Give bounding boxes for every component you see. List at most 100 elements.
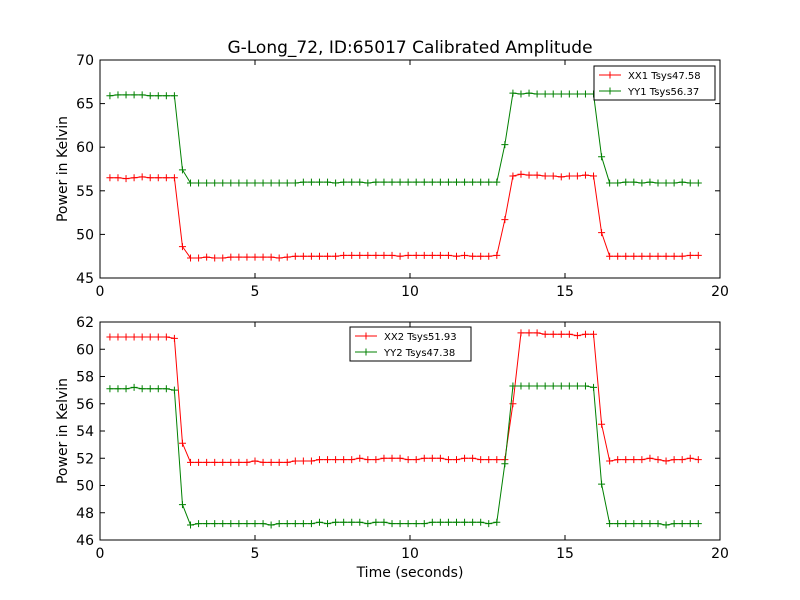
data-point xyxy=(235,458,243,466)
data-point xyxy=(187,521,195,529)
data-point xyxy=(420,520,428,528)
data-point xyxy=(670,456,678,464)
data-point xyxy=(211,254,219,262)
data-point xyxy=(251,457,259,465)
data-point xyxy=(259,520,267,528)
data-point xyxy=(646,252,654,260)
data-point xyxy=(573,90,581,98)
data-point xyxy=(203,253,211,261)
data-point xyxy=(122,385,130,393)
legend-box xyxy=(593,65,716,101)
data-point xyxy=(694,179,702,187)
data-point xyxy=(598,153,606,161)
y-tick-label: 62 xyxy=(76,315,94,331)
data-point xyxy=(267,458,275,466)
data-point xyxy=(517,170,525,178)
data-point xyxy=(243,253,251,261)
data-point xyxy=(686,454,694,462)
data-point xyxy=(299,457,307,465)
data-point xyxy=(509,172,517,180)
series-yy2 xyxy=(106,382,702,529)
data-point xyxy=(114,333,122,341)
data-point xyxy=(227,458,235,466)
data-point xyxy=(380,454,388,462)
data-point xyxy=(332,518,340,526)
data-point xyxy=(356,251,364,259)
data-point xyxy=(549,172,557,180)
data-point xyxy=(348,251,356,259)
x-tick-label: 0 xyxy=(96,284,105,300)
data-point xyxy=(388,454,396,462)
data-point xyxy=(348,178,356,186)
data-point xyxy=(662,179,670,187)
data-point xyxy=(453,518,460,526)
data-point xyxy=(501,216,509,224)
data-point xyxy=(509,382,517,390)
data-point xyxy=(493,251,501,259)
y-tick-label: 46 xyxy=(76,533,94,549)
series-xx1 xyxy=(106,170,702,262)
data-point xyxy=(533,382,541,390)
data-point xyxy=(638,456,646,464)
data-point xyxy=(686,251,694,259)
data-point xyxy=(348,456,356,464)
x-tick-label: 20 xyxy=(711,546,729,562)
data-point xyxy=(420,178,428,186)
data-point xyxy=(525,329,533,337)
data-point xyxy=(420,454,428,462)
data-point xyxy=(315,456,323,464)
data-point xyxy=(485,456,493,464)
data-point xyxy=(638,179,646,187)
data-point xyxy=(291,252,299,260)
data-point xyxy=(388,520,396,528)
data-point xyxy=(533,90,541,98)
data-point xyxy=(396,454,404,462)
legend: XX1 Tsys47.58 YY1 Tsys56.37 xyxy=(593,65,716,101)
data-point xyxy=(388,251,396,259)
data-point xyxy=(646,520,654,528)
data-point xyxy=(324,456,332,464)
data-point xyxy=(283,179,291,187)
data-point xyxy=(461,251,469,259)
data-point xyxy=(187,458,195,466)
data-point xyxy=(219,254,227,262)
data-point xyxy=(251,520,259,528)
data-point xyxy=(324,520,332,528)
data-point xyxy=(114,174,122,182)
data-point xyxy=(364,251,372,259)
data-point xyxy=(380,251,388,259)
data-point xyxy=(251,253,259,261)
data-point xyxy=(324,252,332,260)
chart-title: G-Long_72, ID:65017 Calibrated Amplitude xyxy=(227,38,592,58)
data-point xyxy=(372,251,380,259)
data-point xyxy=(493,178,501,186)
data-point xyxy=(436,518,444,526)
data-point xyxy=(461,518,469,526)
data-point xyxy=(404,456,412,464)
data-point xyxy=(630,520,638,528)
data-point xyxy=(501,141,509,149)
data-point xyxy=(364,520,372,528)
data-point xyxy=(299,252,307,260)
data-point xyxy=(372,456,380,464)
data-point xyxy=(509,89,517,97)
data-point xyxy=(630,178,638,186)
data-point xyxy=(581,171,589,179)
x-tick-label: 10 xyxy=(401,284,419,300)
data-point xyxy=(283,458,291,466)
data-point xyxy=(654,179,662,187)
data-point xyxy=(541,382,549,390)
data-point xyxy=(525,171,533,179)
data-point xyxy=(622,178,630,186)
data-point xyxy=(533,171,541,179)
data-point xyxy=(235,179,243,187)
data-point xyxy=(299,520,307,528)
data-point xyxy=(235,253,243,261)
data-point xyxy=(315,178,323,186)
legend: XX2 Tsys51.93 YY2 Tsys47.38 xyxy=(349,326,472,362)
legend-marker xyxy=(606,87,614,95)
data-point xyxy=(453,178,460,186)
data-point xyxy=(356,178,364,186)
data-point xyxy=(275,520,283,528)
